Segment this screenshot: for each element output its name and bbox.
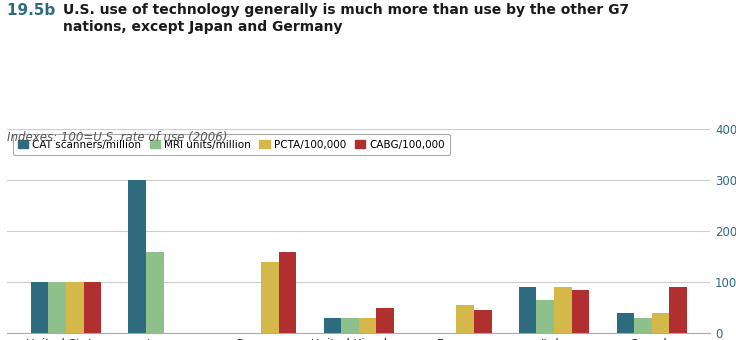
Bar [146, 252, 163, 333]
Text: U.S. use of technology generally is much more than use by the other G7
nations, : U.S. use of technology generally is much… [63, 3, 629, 34]
Bar [261, 262, 279, 333]
Bar [128, 180, 146, 333]
Bar [617, 313, 634, 333]
Bar [572, 290, 590, 333]
Bar [66, 282, 83, 333]
Bar [342, 318, 359, 333]
Bar [49, 282, 66, 333]
Text: Indexes: 100=U.S. rate of use (2006): Indexes: 100=U.S. rate of use (2006) [7, 131, 227, 144]
Bar [456, 305, 474, 333]
Bar [359, 318, 376, 333]
Bar [537, 300, 554, 333]
Text: 19.5b: 19.5b [7, 3, 66, 18]
Bar [31, 282, 49, 333]
Bar [279, 252, 297, 333]
Bar [554, 287, 572, 333]
Bar [519, 287, 537, 333]
Bar [324, 318, 342, 333]
Bar [634, 318, 651, 333]
Bar [651, 313, 669, 333]
Bar [376, 308, 394, 333]
Bar [474, 310, 492, 333]
Bar [669, 287, 687, 333]
Legend: CAT scanners/million, MRI units/million, PCTA/100,000, CABG/100,000: CAT scanners/million, MRI units/million,… [13, 134, 450, 155]
Bar [83, 282, 101, 333]
